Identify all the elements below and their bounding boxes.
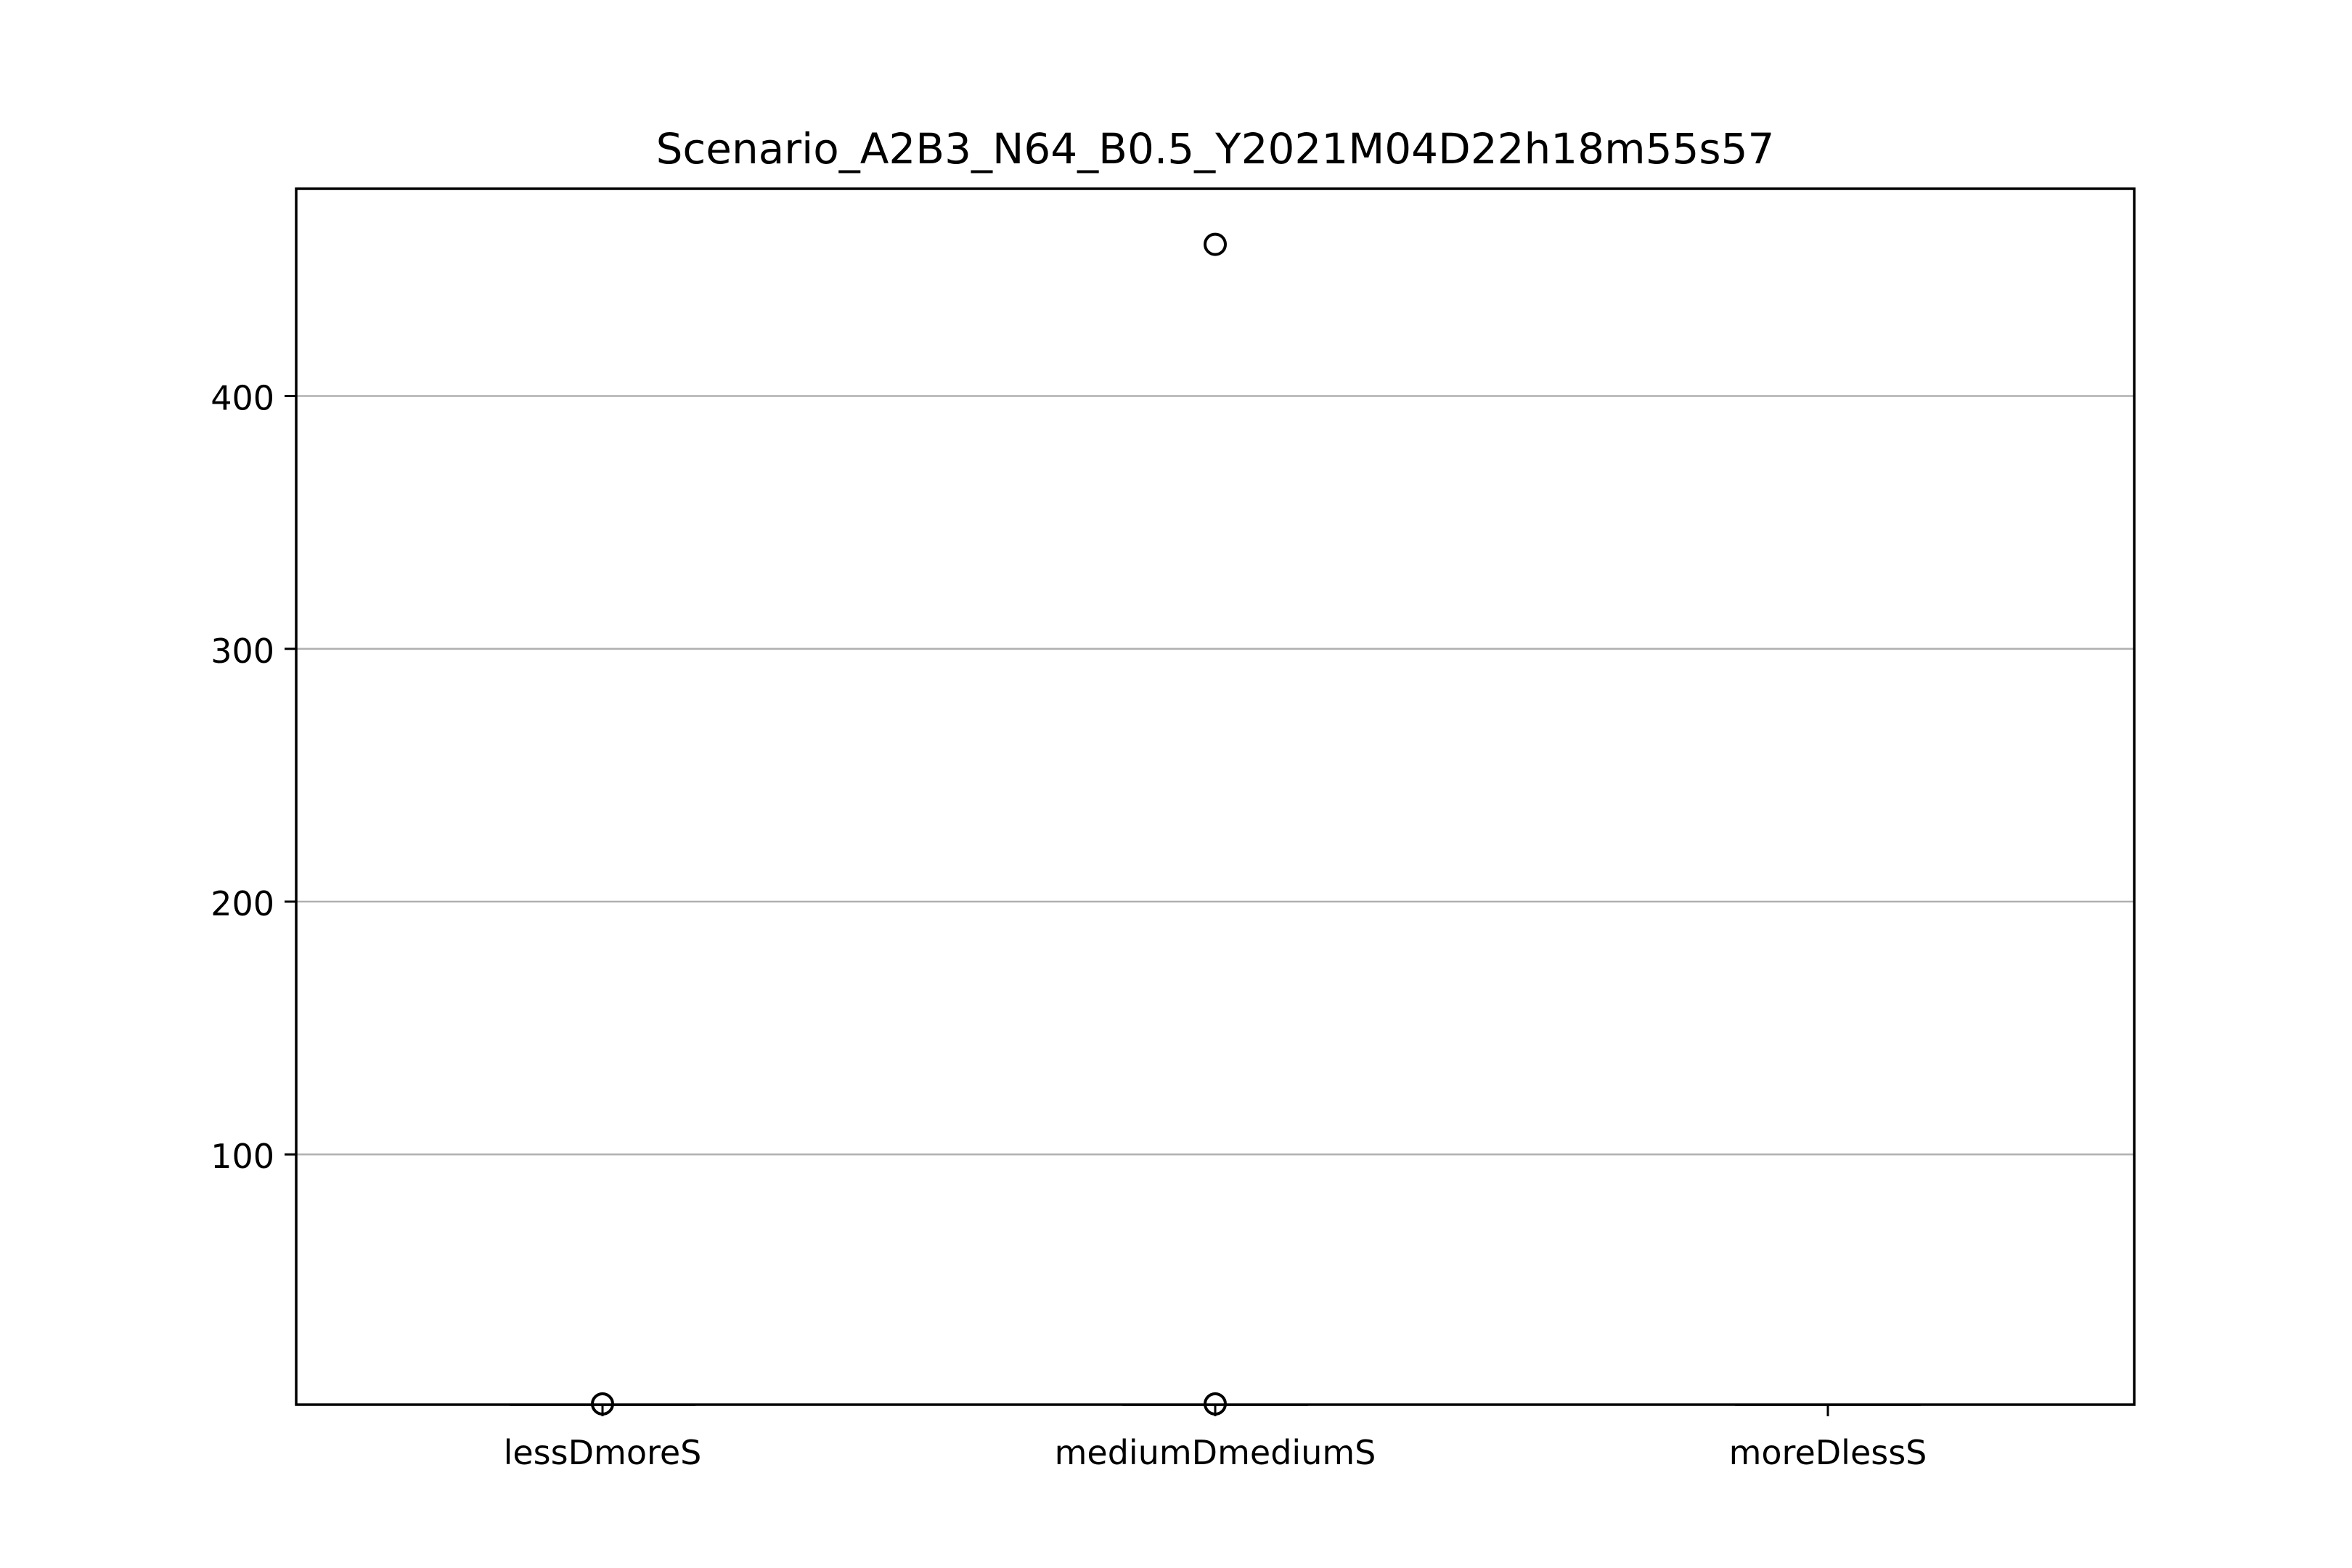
x-tick-label: lessDmoreS — [504, 1433, 702, 1472]
y-tick-label: 100 — [211, 1137, 274, 1176]
chart-title: Scenario_A2B3_N64_B0.5_Y2021M04D22h18m55… — [656, 124, 1775, 173]
grid-lines — [296, 395, 2134, 1156]
y-tick-label: 200 — [211, 884, 274, 923]
axis-ticks: 100 200 300 400 lessDmoreS mediumDmediumS more… — [211, 379, 1927, 1472]
x-tick-label: mediumDmediumS — [1055, 1433, 1376, 1472]
y-tick-label: 300 — [211, 632, 274, 671]
outlier-point — [1204, 232, 1227, 256]
plot-area-frame — [295, 187, 2136, 1406]
y-tick-label: 400 — [211, 379, 274, 418]
x-tick-label: moreDlessS — [1729, 1433, 1927, 1472]
